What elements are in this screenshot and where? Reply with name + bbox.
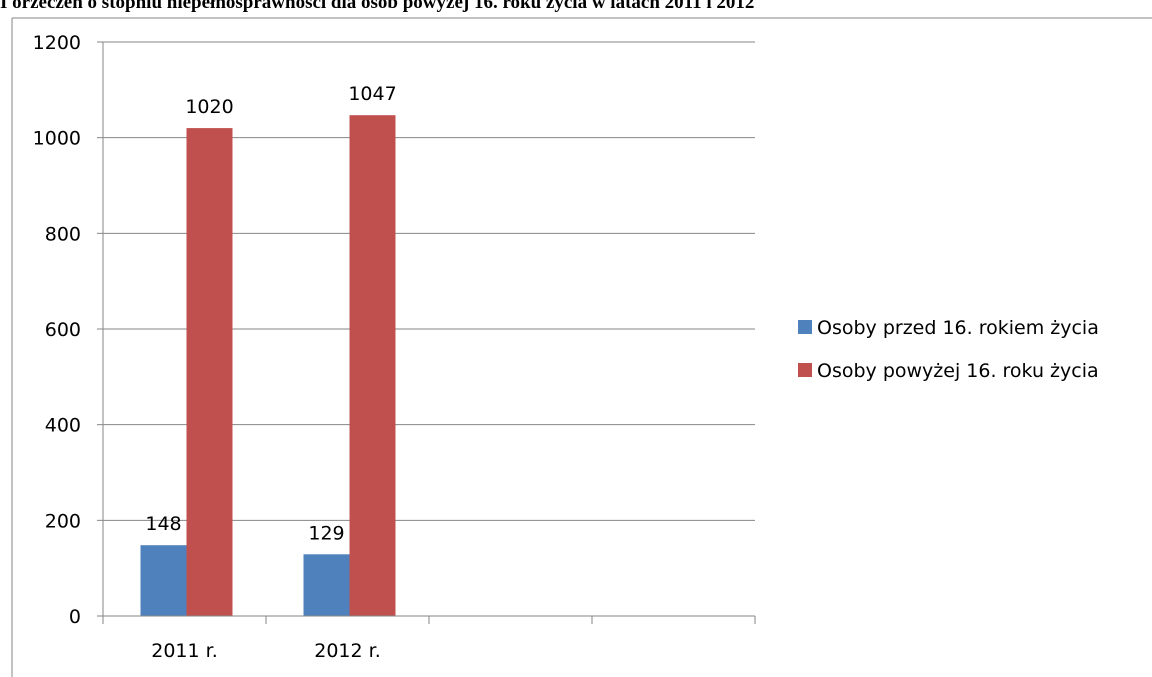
y-tick-label-0: 0 bbox=[69, 606, 81, 628]
y-axis-ticks: 0 200 400 600 800 1000 1200 bbox=[33, 32, 81, 628]
y-tick-label-400: 400 bbox=[45, 415, 81, 437]
y-tick-label-800: 800 bbox=[45, 223, 81, 245]
y-tick-label-200: 200 bbox=[45, 510, 81, 532]
legend: Osoby przed 16. rokiem życia Osoby powyże… bbox=[798, 317, 1099, 382]
data-label-2012 r.-series-2: 1047 bbox=[348, 83, 396, 105]
bar-2012 r.-series-1 bbox=[303, 554, 350, 616]
data-label-2011 r.-series-1: 148 bbox=[145, 513, 181, 535]
data-label-2011 r.-series-2: 1020 bbox=[185, 96, 233, 118]
chart-title: I orzeczeń o stopniu niepełnosprawności … bbox=[0, 0, 755, 13]
data-labels: 148 1020 129 1047 bbox=[145, 83, 396, 544]
legend-swatch-2 bbox=[798, 363, 812, 377]
y-tick-label-1200: 1200 bbox=[33, 32, 81, 54]
legend-swatch-1 bbox=[798, 320, 812, 334]
y-tick-label-600: 600 bbox=[45, 319, 81, 341]
legend-label-2: Osoby powyżej 16. roku życia bbox=[817, 360, 1099, 382]
x-axis-ticks: 2011 r. 2012 r. bbox=[151, 640, 381, 662]
bar-2011 r.-series-1 bbox=[140, 545, 187, 616]
x-tick-label-1: 2012 r. bbox=[314, 640, 381, 662]
y-tick-label-1000: 1000 bbox=[33, 128, 81, 150]
x-tick-label-0: 2011 r. bbox=[151, 640, 218, 662]
bar-2011 r.-series-2 bbox=[186, 128, 233, 616]
bar-2012 r.-series-2 bbox=[349, 115, 396, 616]
data-label-2012 r.-series-1: 129 bbox=[308, 522, 344, 544]
axes bbox=[97, 41, 756, 624]
legend-label-1: Osoby przed 16. rokiem życia bbox=[817, 317, 1099, 339]
bars bbox=[140, 115, 396, 616]
